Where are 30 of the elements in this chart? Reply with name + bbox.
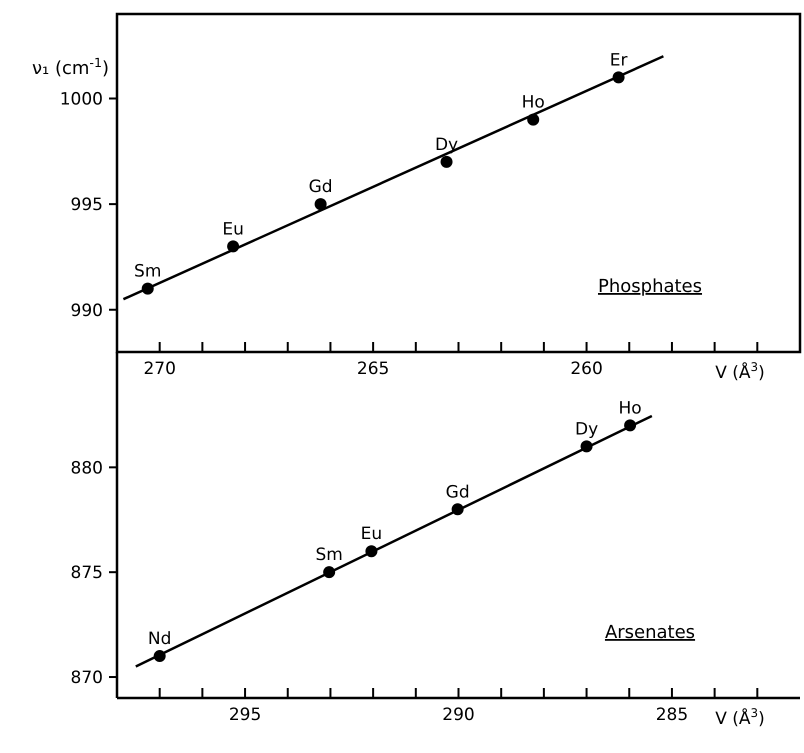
annotation: Eu [360, 524, 382, 544]
y-tick-label: 875 [70, 563, 103, 584]
annotation: Sm [315, 545, 343, 566]
y-tick-label: 1000 [60, 90, 103, 110]
x-tick-label: 285 [656, 705, 688, 725]
x-axis-title: V (Å$^{3}$) [715, 360, 765, 383]
annotation: Gd [446, 482, 470, 502]
y-tick-label: 990 [70, 300, 103, 321]
annotation: Arsenates [604, 622, 696, 643]
annotation: Dy [574, 419, 598, 440]
point [440, 156, 453, 168]
x-tick-label: 260 [570, 359, 603, 379]
point [314, 198, 327, 210]
annotation: Gd [308, 177, 333, 198]
y-tick-label: 880 [70, 458, 103, 478]
annotation: Sm [134, 262, 162, 282]
annotation: Phosphates [598, 276, 702, 297]
x-tick-label: 265 [356, 359, 390, 379]
x-tick-label: 270 [143, 359, 176, 379]
annotation: Ho [618, 398, 642, 418]
x-tick-label: 295 [228, 705, 262, 725]
y-axis-title: ν₁ (cm$^{-1}$) [32, 54, 109, 79]
annotation: Eu [222, 219, 244, 240]
annotation: Er [610, 50, 628, 70]
annotation: Nd [148, 629, 172, 650]
y-tick-label: 870 [70, 668, 103, 688]
y-tick-label: 995 [70, 195, 103, 216]
annotation: Ho [522, 92, 545, 113]
x-axis-title: V (Å$^{3}$) [715, 706, 765, 729]
x-tick-label: 290 [442, 705, 475, 725]
